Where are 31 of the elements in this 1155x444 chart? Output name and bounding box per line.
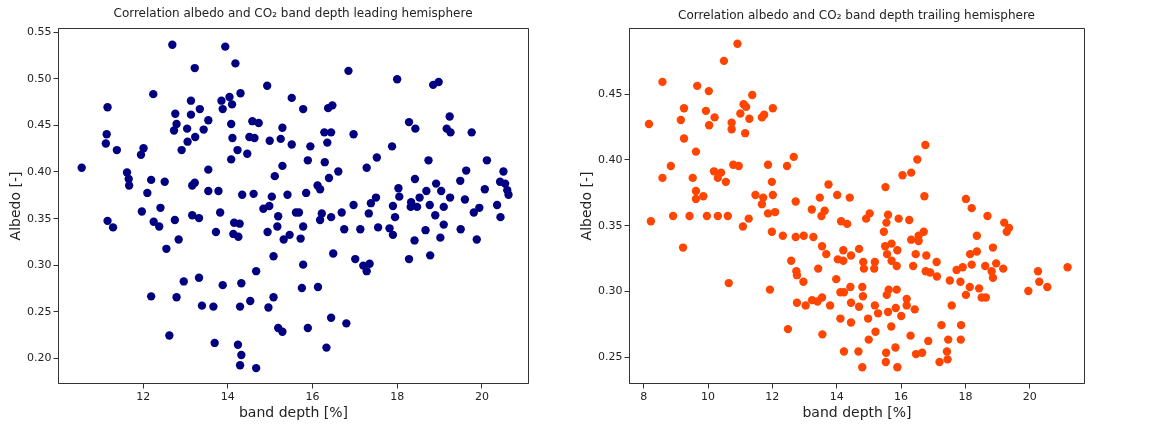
y-tick-label: 0.30 bbox=[27, 258, 52, 272]
x-tick-label: 12 bbox=[765, 389, 780, 403]
chart-title: Correlation albedo and CO₂ band depth leading hemisphere bbox=[113, 5, 473, 20]
y-tick-label: 0.50 bbox=[27, 71, 52, 85]
x-axis-title: band depth [%] bbox=[802, 403, 912, 420]
y-tick-label: 0.35 bbox=[27, 211, 52, 225]
x-tick-label: 20 bbox=[474, 389, 489, 403]
x-tick-label: 18 bbox=[958, 389, 973, 403]
x-tick-label: 16 bbox=[305, 389, 320, 403]
x-tick-label: 18 bbox=[390, 389, 405, 403]
y-tick-label: 0.25 bbox=[598, 350, 623, 364]
y-axis-title: Albedo [-] bbox=[7, 171, 24, 241]
y-tick-label: 0.55 bbox=[27, 25, 52, 39]
x-tick-label: 14 bbox=[829, 389, 844, 403]
y-tick-label: 0.25 bbox=[27, 304, 52, 318]
chart-title: Correlation albedo and CO₂ band depth trailing hemisphere bbox=[678, 8, 1035, 22]
x-axis-title: band depth [%] bbox=[238, 403, 349, 420]
y-tick-label: 0.40 bbox=[27, 164, 52, 178]
x-tick-label: 14 bbox=[220, 389, 235, 403]
y-tick-label: 0.45 bbox=[598, 87, 623, 101]
x-tick-label: 16 bbox=[894, 389, 909, 403]
x-tick-label: 12 bbox=[136, 389, 151, 403]
y-tick-label: 0.40 bbox=[598, 152, 623, 166]
y-tick-label: 0.35 bbox=[598, 218, 623, 232]
x-tick-label: 8 bbox=[640, 389, 648, 403]
y-tick-label: 0.20 bbox=[27, 351, 52, 365]
y-tick-label: 0.45 bbox=[27, 118, 52, 132]
x-tick-label: 20 bbox=[1022, 389, 1037, 403]
x-tick-label: 10 bbox=[701, 389, 716, 403]
y-tick-label: 0.30 bbox=[598, 284, 623, 298]
y-axis-title: Albedo [-] bbox=[578, 171, 595, 241]
